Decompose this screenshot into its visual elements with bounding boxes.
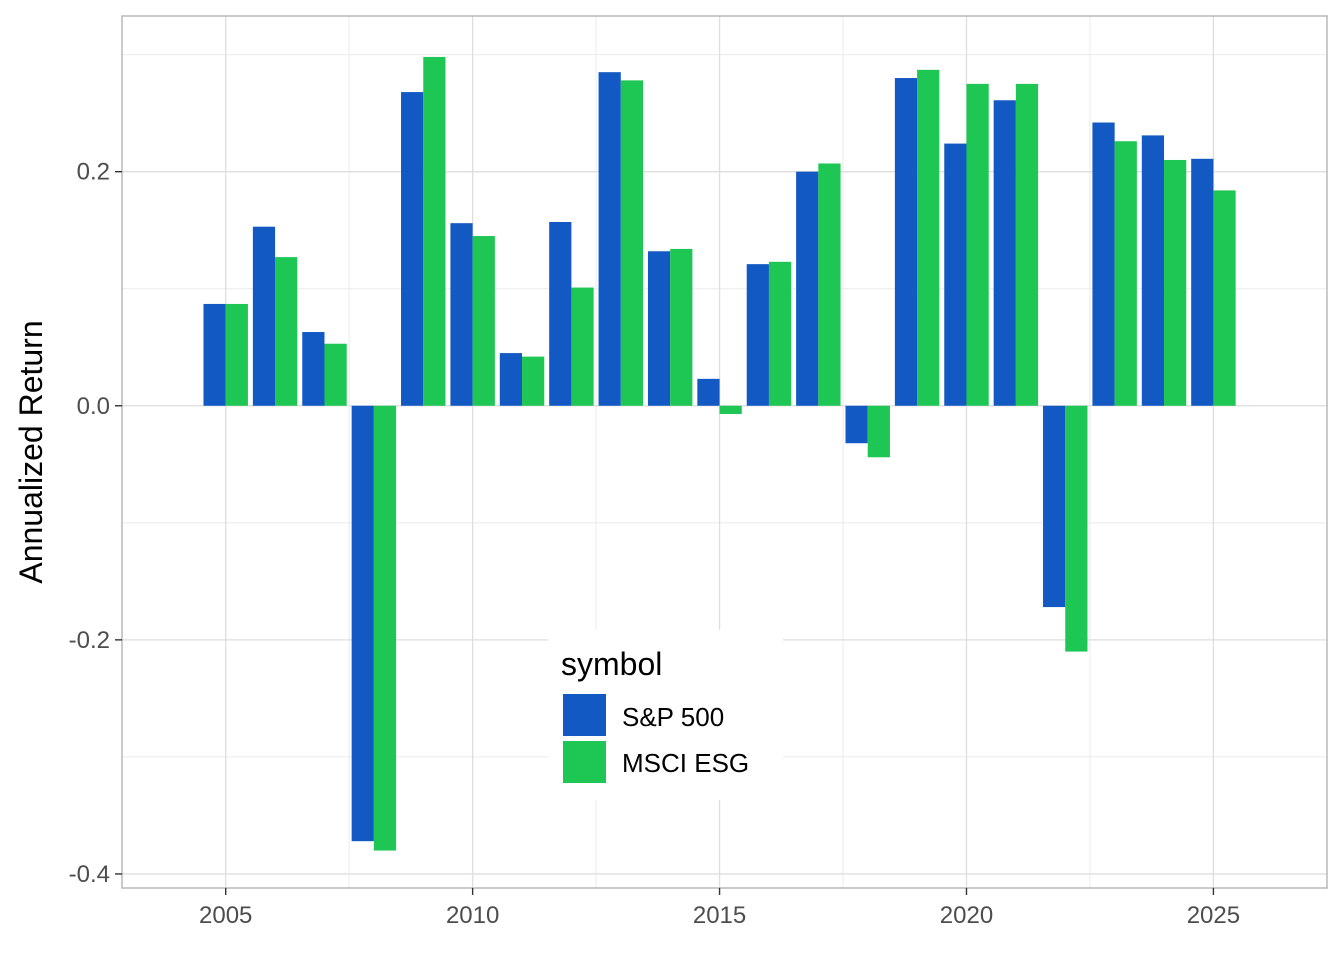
x-tick-label: 2005 [199,902,252,929]
panel-border [121,15,1328,889]
bar-sp500-2013 [598,72,621,406]
bar-sp500-2024 [1141,135,1165,406]
legend: symbol S&P 500 MSCI ESG [548,630,783,800]
y-tick-label: 0.2 [77,159,110,186]
bar-sp500-2011 [499,353,523,406]
bar-sp500-2021 [993,100,1016,406]
minor-gridlines [122,16,1327,888]
legend-label-msci-esg: MSCI ESG [622,748,749,778]
bar-msci-esg-2023 [1114,141,1137,406]
bar-sp500-2016 [746,264,769,406]
bar-sp500-2014 [647,251,671,406]
bar-sp500-2015 [697,378,720,406]
bar-sp500-2020 [944,143,967,406]
y-tick-label: -0.4 [69,861,110,888]
y-tick-label: -0.2 [69,627,110,654]
bar-msci-esg-2015 [719,405,742,414]
bar-msci-esg-2007 [324,343,347,406]
bar-sp500-2005 [203,303,226,406]
bar-msci-esg-2019 [917,69,940,406]
bar-sp500-2008 [351,405,374,842]
bar-sp500-2007 [302,332,325,406]
bar-msci-esg-2016 [768,261,792,406]
bar-sp500-2017 [796,171,819,406]
bar-msci-esg-2006 [275,257,298,406]
x-axis-ticks: 2005 2010 2015 2020 2025 [199,888,1240,929]
bar-msci-esg-2024 [1164,159,1187,406]
bar-sp500-2009 [401,92,424,406]
y-axis-ticks: -0.4 -0.2 0.0 0.2 [69,159,122,888]
bar-msci-esg-2020 [966,83,989,406]
bar-sp500-2022 [1043,405,1066,608]
bar-msci-esg-2010 [472,236,495,406]
x-tick-label: 2015 [693,902,746,929]
bar-sp500-2025 [1191,158,1214,406]
bar-msci-esg-2021 [1015,83,1039,406]
bar-msci-esg-2014 [670,248,693,406]
bar-msci-esg-2008 [373,405,397,851]
x-tick-label: 2020 [940,902,993,929]
y-axis-title: Annualized Return [13,320,49,583]
x-tick-label: 2025 [1187,902,1240,929]
bar-sp500-2012 [549,222,572,406]
bar-msci-esg-2017 [818,163,841,406]
bar-msci-esg-2012 [571,287,594,406]
bar-sp500-2019 [894,78,918,406]
bar-msci-esg-2011 [522,356,545,406]
bar-sp500-2006 [252,226,276,406]
bar-msci-esg-2025 [1213,190,1236,406]
bar-sp500-2023 [1092,122,1115,406]
legend-title: symbol [561,646,662,682]
legend-key-msci-esg [563,741,606,783]
bar-msci-esg-2005 [225,303,248,406]
bar-msci-esg-2013 [620,80,644,406]
bar-sp500-2010 [450,223,473,406]
bar-msci-esg-2022 [1065,405,1088,652]
bar-msci-esg-2018 [867,405,890,458]
bar-sp500-2018 [845,405,868,444]
legend-label-sp500: S&P 500 [622,702,724,732]
x-tick-label: 2010 [446,902,499,929]
y-tick-label: 0.0 [77,393,110,420]
bar-msci-esg-2009 [423,56,446,406]
legend-key-sp500 [563,694,606,736]
bars [203,56,1236,851]
